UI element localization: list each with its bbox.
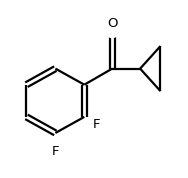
Text: F: F bbox=[52, 145, 59, 158]
Circle shape bbox=[48, 137, 63, 152]
Circle shape bbox=[105, 22, 120, 38]
Circle shape bbox=[85, 117, 100, 132]
Text: F: F bbox=[93, 118, 100, 131]
Text: O: O bbox=[107, 17, 118, 30]
